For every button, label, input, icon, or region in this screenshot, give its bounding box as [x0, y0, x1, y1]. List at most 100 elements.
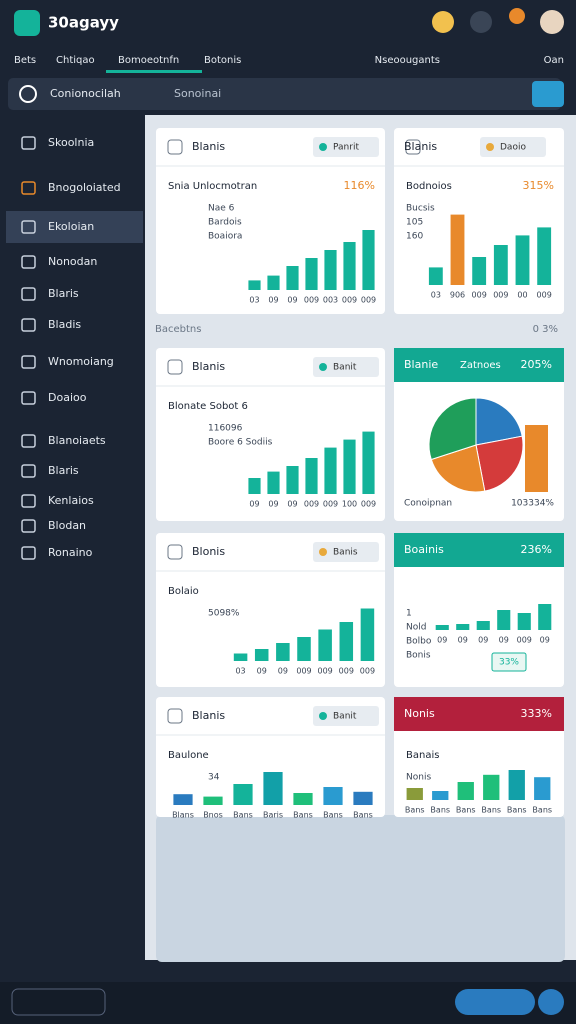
card-heading: Bolaio [168, 586, 199, 597]
sidebar-item[interactable]: Blaris [48, 287, 79, 300]
card [394, 533, 564, 687]
bar [343, 242, 356, 290]
bar [305, 258, 318, 290]
sidebar-icon [21, 494, 36, 508]
bar-label: 09 [257, 667, 267, 676]
sidebar-item[interactable]: Nonodan [48, 255, 97, 268]
pill[interactable] [313, 706, 379, 726]
card-icon [167, 708, 183, 724]
pie-slice [475, 435, 524, 492]
icon[interactable] [470, 11, 492, 33]
pill-label[interactable]: Banit [333, 363, 357, 373]
bar [305, 458, 318, 494]
button[interactable] [532, 81, 564, 107]
bar [517, 613, 531, 630]
bar-label: 009 [360, 667, 375, 676]
bar [343, 439, 356, 494]
sidebar-item[interactable]: Doaioo [48, 391, 87, 404]
sidebar-item[interactable]: Bnogoloiated [48, 181, 121, 194]
section-meta: 0 3% [533, 324, 558, 335]
card-note: 103334% [511, 499, 554, 509]
bar [362, 431, 375, 494]
bar [508, 770, 525, 800]
sidebar-item[interactable]: Wnomoiang [48, 355, 114, 368]
bar-label: 09 [458, 636, 468, 645]
nav-tab[interactable]: Chtiqao [56, 55, 95, 66]
tab-indicator [106, 70, 202, 73]
sidebar-icon [21, 519, 36, 533]
nav-tab[interactable]: Botonis [204, 55, 241, 66]
bar [254, 649, 269, 661]
icon[interactable] [509, 8, 525, 24]
card-note: Conoipnan [404, 499, 452, 509]
card-icon [405, 139, 421, 155]
card-note: Boore 6 Sodiis [208, 438, 273, 448]
bar-label: 009 [323, 500, 338, 509]
bar-label: 09 [478, 636, 488, 645]
pill[interactable] [313, 357, 379, 377]
card-value: 205% [521, 358, 552, 371]
sidebar-item[interactable]: Ronaino [48, 546, 93, 559]
card-note: Nonis [406, 773, 431, 783]
card-heading: Snia Unlocmotran [168, 181, 257, 192]
search-title: Conionocilah [50, 87, 121, 100]
sidebar-icon [21, 546, 36, 560]
footer-select[interactable] [11, 988, 106, 1016]
sidebar-item[interactable]: Blodan [48, 519, 86, 532]
logo: 30agayy [48, 14, 119, 32]
nav-link[interactable]: Nseoougants [375, 55, 440, 66]
bar [324, 250, 337, 290]
card-value: 116% [344, 179, 375, 192]
bar-label: 009 [472, 291, 487, 300]
icon[interactable] [432, 11, 454, 33]
sidebar-icon [21, 318, 36, 332]
nav-tab[interactable]: Bets [14, 55, 36, 66]
sidebar-item[interactable]: Ekoloian [48, 220, 94, 233]
card-note: 116096 [208, 424, 243, 434]
sidebar-item[interactable]: Blaris [48, 464, 79, 477]
bar [203, 796, 223, 805]
card-subtitle: Zatnoes [460, 360, 501, 371]
nav-link[interactable]: Oan [544, 55, 564, 66]
bar-label: 009 [517, 636, 532, 645]
sidebar-icon [21, 220, 36, 234]
pill-label[interactable]: Daoio [500, 143, 526, 153]
pill[interactable] [480, 137, 546, 157]
pill[interactable] [313, 542, 379, 562]
active-item [6, 211, 143, 243]
sidebar-item[interactable]: Blanoiaets [48, 434, 106, 447]
sidebar-item[interactable]: Bladis [48, 318, 81, 331]
bar-label: 100 [342, 500, 357, 509]
bar [286, 466, 299, 494]
card-note: 1 [406, 609, 412, 619]
footer-button[interactable] [455, 989, 535, 1015]
footer-icon[interactable] [538, 989, 564, 1015]
bar [457, 782, 474, 800]
bar-label: 009 [361, 500, 376, 509]
bar-label: Bans [507, 806, 527, 815]
bar [476, 621, 490, 630]
card-heading: Bodnoios [406, 181, 452, 192]
sidebar-item[interactable]: Kenlaios [48, 494, 94, 507]
pie-slice [430, 444, 486, 493]
pill-label[interactable]: Banit [333, 712, 357, 722]
bar [428, 267, 443, 285]
nav-tab[interactable]: Bomoeotnfn [118, 55, 179, 66]
sidebar-icon [21, 355, 36, 369]
card-value: 315% [523, 179, 554, 192]
bar [435, 625, 449, 630]
pill-label[interactable]: Banis [333, 548, 358, 558]
card-note: Nold [406, 623, 426, 633]
card-heading: Blonate Sobot 6 [168, 401, 248, 412]
card-icon [167, 139, 183, 155]
pill[interactable] [313, 137, 379, 157]
bar-label: 09 [540, 636, 550, 645]
search-bar[interactable] [8, 78, 561, 110]
avatar[interactable] [540, 10, 564, 34]
card-note: 34 [208, 773, 220, 783]
search-placeholder[interactable]: Sonoinai [174, 87, 221, 100]
pill-label[interactable]: Panrit [333, 143, 359, 153]
sidebar-item[interactable]: Skoolnia [48, 136, 94, 149]
bar-label: 009 [537, 291, 552, 300]
